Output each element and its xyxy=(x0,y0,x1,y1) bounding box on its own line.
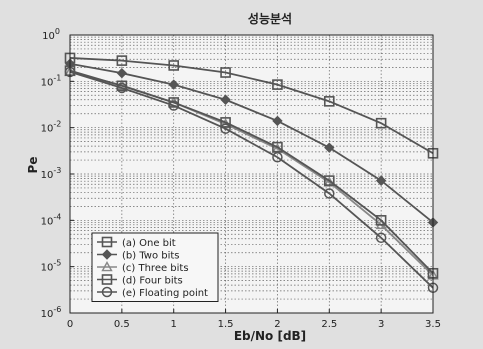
x-tick-label: 1.5 xyxy=(218,319,234,330)
x-axis-label: Eb/No [dB] xyxy=(234,329,306,343)
y-axis-label: Pe xyxy=(26,157,40,174)
x-tick-label: 3 xyxy=(378,319,384,330)
y-tick-label: 10-4 xyxy=(41,212,62,227)
legend: (a) One bit (b) Two bits(c) Three bits (d)… xyxy=(92,233,218,302)
y-tick-label: 10-6 xyxy=(41,305,62,320)
y-tick-label: 10-1 xyxy=(41,73,62,88)
legend-entry-label: (b) Two bits xyxy=(122,251,180,262)
x-tick-label: 0.5 xyxy=(114,319,130,330)
y-tick-label: 10-2 xyxy=(41,120,62,135)
y-tick-label: 10-5 xyxy=(41,259,62,274)
y-tick-label: 10-3 xyxy=(41,166,62,181)
legend-entry-label: (a) One bit xyxy=(122,238,176,249)
y-tick-label: 100 xyxy=(42,27,60,42)
x-tick-label: 1 xyxy=(171,319,177,330)
legend-entry-label: (c) Three bits xyxy=(122,263,189,274)
legend-entry-label: (d) Four bits xyxy=(122,276,183,287)
x-tick-label: 3.5 xyxy=(425,319,441,330)
x-tick-label: 2.5 xyxy=(321,319,337,330)
legend-entry-label: (e) Floating point xyxy=(122,288,208,299)
x-tick-label: 0 xyxy=(67,319,73,330)
chart-title: 성능분석 xyxy=(248,12,292,26)
